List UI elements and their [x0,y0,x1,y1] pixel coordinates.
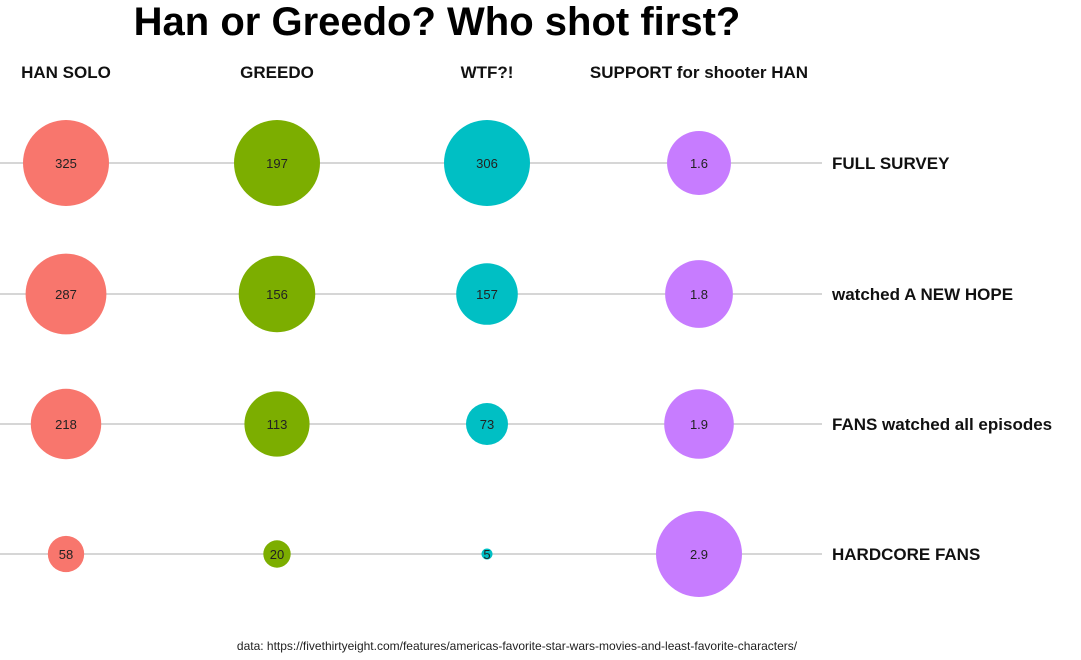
bubble-value-label: 1.6 [690,156,708,171]
bubble [656,511,742,597]
bubble [23,120,109,206]
bubble [234,120,320,206]
bubble [25,253,107,335]
row-labels: FULL SURVEY watched A NEW HOPE FANS watche… [831,154,1052,564]
row-label: watched A NEW HOPE [831,285,1013,304]
bubbles: 325 287 218 58 197 156 113 20 306 157 73 5 1.6 1.8 1.9… [23,120,742,597]
bubble [466,403,508,445]
bubble [665,260,733,328]
bubble [664,389,734,459]
bubble-value-label: 156 [266,287,288,302]
row-lines [0,162,822,555]
bubble [444,120,530,206]
column-label: HAN SOLO [21,63,111,82]
bubble-value-label: 58 [59,547,73,562]
bubble-value-label: 306 [476,156,498,171]
bubble-value-label: 1.9 [690,417,708,432]
bubble [30,388,102,460]
bubble [456,263,518,325]
bubble [244,391,310,457]
column-labels: HAN SOLO GREEDO WTF?! SUPPORT for shooter H… [21,63,808,82]
bubble-value-label: 1.8 [690,287,708,302]
bubble-value-label: 157 [476,287,498,302]
bubble [263,540,291,568]
row-label: HARDCORE FANS [832,545,980,564]
bubble-value-label: 325 [55,156,77,171]
bubble [667,131,731,195]
chart-title: Han or Greedo? Who shot first? [134,0,741,44]
column-label: WTF?! [461,63,514,82]
row-label: FANS watched all episodes [832,415,1052,434]
bubble-value-label: 113 [267,417,288,432]
bubble-value-label: 197 [266,156,288,171]
bubble-value-label: 2.9 [690,547,708,562]
bubble-value-label: 218 [55,417,77,432]
bubble [238,255,316,333]
column-label: SUPPORT for shooter HAN [590,63,808,82]
bubble-value-label: 73 [480,417,494,432]
row-label: FULL SURVEY [832,154,950,173]
bubble-value-label: 287 [55,287,77,302]
bubble [481,548,493,560]
data-source-caption: data: https://fivethirtyeight.com/featur… [237,639,798,653]
bubble-value-label: 20 [270,547,284,562]
column-label: GREEDO [240,63,314,82]
bubble-value-label: 5 [483,547,490,562]
bubble [47,535,85,573]
